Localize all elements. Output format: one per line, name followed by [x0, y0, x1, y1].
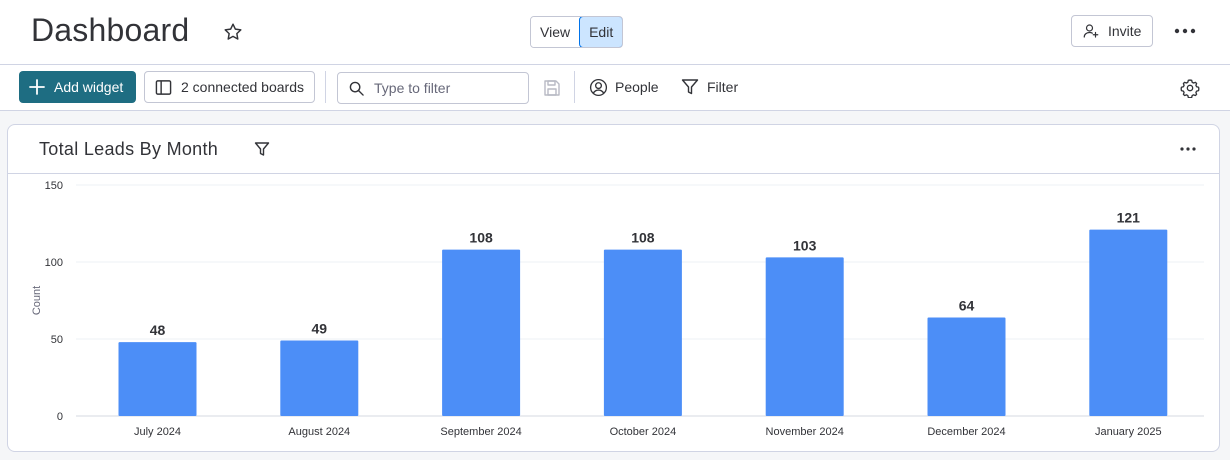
y-axis-label: Count: [31, 286, 43, 315]
x-tick-label: August 2024: [288, 426, 350, 438]
divider: [325, 71, 326, 103]
data-label: 48: [150, 322, 166, 338]
people-filter-button[interactable]: People: [589, 76, 659, 98]
x-tick-label: July 2024: [134, 426, 181, 438]
bar: [280, 340, 359, 416]
gear-icon[interactable]: [1180, 78, 1200, 98]
filter-icon: [681, 79, 699, 95]
invite-button[interactable]: Invite: [1071, 15, 1153, 47]
filter-search-box[interactable]: [337, 72, 529, 104]
filter-label: Filter: [707, 79, 739, 95]
x-tick-label: December 2024: [927, 426, 1005, 438]
widget-header: Total Leads By Month: [8, 125, 1219, 174]
bar: [1089, 229, 1168, 416]
invite-label: Invite: [1108, 23, 1142, 39]
bar: [765, 257, 844, 416]
search-icon: [349, 81, 364, 96]
connected-boards-label: 2 connected boards: [181, 79, 304, 95]
data-label: 64: [959, 297, 975, 313]
filter-input[interactable]: [374, 80, 514, 96]
x-tick-label: September 2024: [440, 426, 521, 438]
add-widget-button[interactable]: Add widget: [19, 71, 136, 103]
save-icon[interactable]: [543, 79, 561, 97]
view-button[interactable]: View: [531, 17, 580, 47]
y-tick-label: 150: [45, 180, 63, 192]
data-label: 103: [793, 237, 817, 253]
bar: [603, 249, 682, 416]
bar-chart: 0 50 100 150 Count 48 July 2024 49 August 2024 10…: [31, 180, 1204, 438]
add-widget-label: Add widget: [54, 79, 124, 95]
star-icon[interactable]: [222, 21, 244, 43]
x-tick-label: January 2025: [1095, 426, 1162, 438]
page-title: Dashboard: [31, 12, 190, 48]
widget-more-icon[interactable]: [1178, 141, 1198, 157]
data-label: 49: [312, 321, 328, 337]
edit-button[interactable]: Edit: [579, 17, 623, 47]
x-tick-label: November 2024: [766, 426, 844, 438]
y-tick-label: 50: [51, 334, 63, 346]
widget-title: Total Leads By Month: [39, 139, 219, 159]
add-person-icon: [1083, 24, 1099, 38]
chart-widget: Total Leads By Month 0 50 100 150 Count 48 Jul…: [7, 124, 1220, 452]
person-circle-icon: [589, 78, 608, 96]
connected-boards-button[interactable]: 2 connected boards: [144, 71, 315, 103]
data-label: 108: [469, 230, 493, 246]
board-icon: [155, 79, 172, 95]
filter-button[interactable]: Filter: [681, 76, 738, 98]
y-tick-label: 0: [57, 411, 63, 423]
people-label: People: [615, 79, 659, 95]
data-label: 121: [1117, 210, 1141, 226]
view-edit-toggle: View Edit: [530, 16, 624, 48]
more-options-icon[interactable]: [1172, 20, 1198, 42]
bar: [927, 317, 1006, 416]
x-tick-label: October 2024: [610, 426, 677, 438]
top-bar: Dashboard View Edit Invite: [0, 0, 1230, 65]
bar: [442, 249, 521, 416]
data-label: 108: [631, 230, 655, 246]
plus-icon: [29, 79, 45, 95]
y-tick-label: 100: [45, 257, 63, 269]
divider: [574, 71, 575, 103]
dashboard-toolbar: Add widget 2 connected boards People: [0, 65, 1230, 111]
bar: [118, 342, 197, 416]
filter-icon[interactable]: [254, 141, 270, 157]
